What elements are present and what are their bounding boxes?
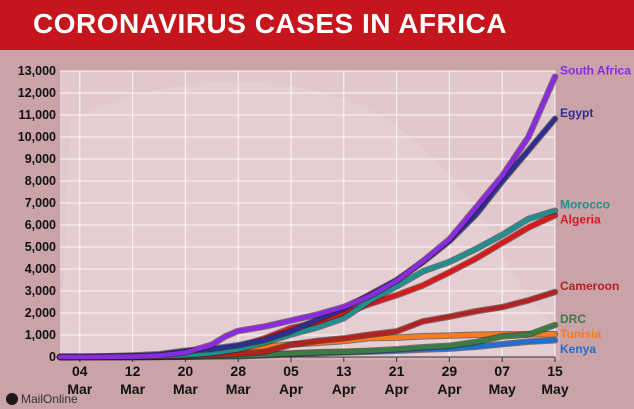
x-tick-day-label: 12 <box>125 363 141 379</box>
x-tick-month-label: Mar <box>120 381 145 397</box>
series-label-kenya: Kenya <box>560 342 596 356</box>
series-label-tunisia: Tunisia <box>560 327 601 341</box>
x-tick-day-label: 20 <box>178 363 194 379</box>
y-axis: 0 1,000 2,000 3,000 4,000 5,000 6,000 7,000 8,00… <box>18 64 56 364</box>
x-tick-day-label: 07 <box>494 363 510 379</box>
series-label-morocco: Morocco <box>560 198 610 212</box>
y-tick-label: 5,000 <box>25 240 56 254</box>
y-tick-label: 9,000 <box>25 152 56 166</box>
x-tick-month-label: Apr <box>279 381 304 397</box>
series-label-egypt: Egypt <box>560 106 593 120</box>
y-tick-label: 6,000 <box>25 218 56 232</box>
y-tick-label: 10,000 <box>18 130 56 144</box>
x-tick-month-label: Mar <box>173 381 198 397</box>
x-tick-month-label: Mar <box>226 381 251 397</box>
y-tick-label: 4,000 <box>25 262 56 276</box>
source-credit: MailOnline <box>6 392 78 406</box>
title-bar: CORONAVIRUS CASES IN AFRICA <box>0 0 634 50</box>
series-label-algeria: Algeria <box>560 213 601 227</box>
x-tick-day-label: 13 <box>336 363 352 379</box>
x-tick-month-label: May <box>541 381 568 397</box>
x-axis: 04 Mar 12 Mar 20 Mar 28 Mar 05 Apr 13 Apr 21 Apr 29 Apr… <box>60 356 569 397</box>
x-tick-month-label: Mar <box>67 381 92 397</box>
y-tick-label: 3,000 <box>25 284 56 298</box>
chart-title: CORONAVIRUS CASES IN AFRICA <box>33 8 507 39</box>
y-tick-label: 11,000 <box>18 108 56 122</box>
y-tick-label: 7,000 <box>25 196 56 210</box>
y-tick-label: 12,000 <box>18 86 56 100</box>
series-label-drc: DRC <box>560 312 586 326</box>
y-tick-label: 13,000 <box>18 64 56 78</box>
x-tick-day-label: 04 <box>72 363 88 379</box>
y-tick-label: 8,000 <box>25 174 56 188</box>
x-tick-month-label: May <box>489 381 516 397</box>
x-tick-day-label: 15 <box>547 363 563 379</box>
y-tick-label: 1,000 <box>25 328 56 342</box>
x-tick-month-label: Apr <box>437 381 462 397</box>
series-lines <box>56 73 559 361</box>
credit-text: MailOnline <box>21 392 78 406</box>
x-tick-month-label: Apr <box>332 381 357 397</box>
x-tick-day-label: 21 <box>389 363 405 379</box>
y-tick-label: 0 <box>49 350 56 364</box>
series-line-south-africa <box>57 74 558 360</box>
series-label-south-africa: South Africa <box>560 64 631 78</box>
series-label-cameroon: Cameroon <box>560 279 619 293</box>
x-tick-day-label: 05 <box>283 363 299 379</box>
x-tick-month-label: Apr <box>385 381 410 397</box>
x-tick-day-label: 28 <box>230 363 246 379</box>
y-tick-label: 2,000 <box>25 306 56 320</box>
mailonline-logo-icon <box>6 393 18 405</box>
x-tick-day-label: 29 <box>442 363 458 379</box>
